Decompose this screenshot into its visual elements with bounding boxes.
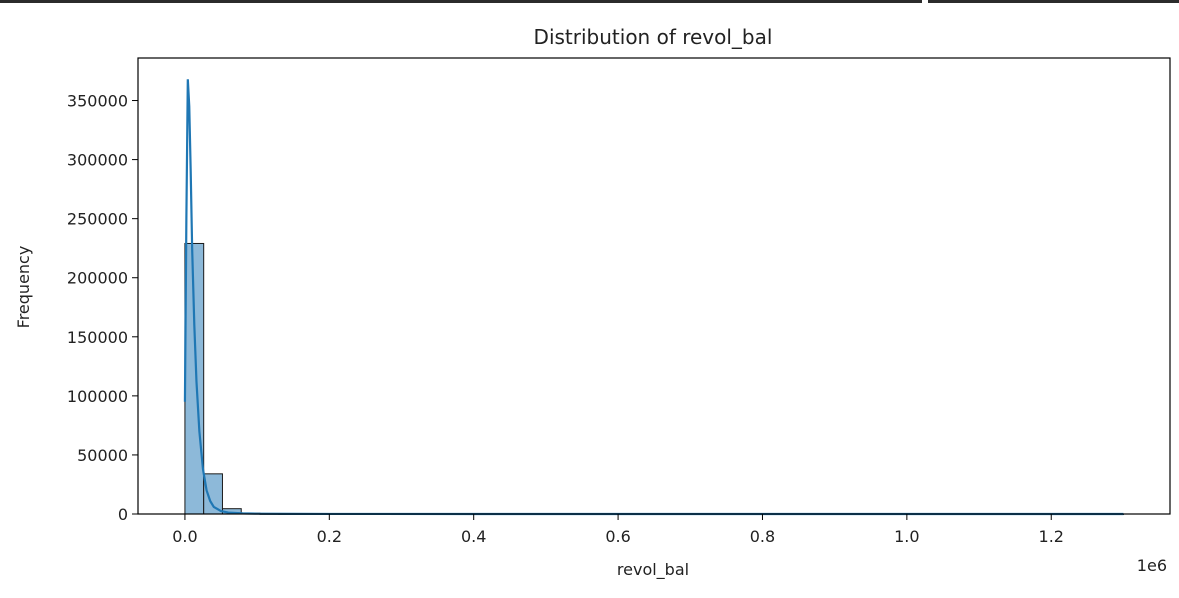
y-tick-label: 350000 (67, 92, 128, 111)
plot-frame (137, 57, 1171, 515)
x-axis-offset-text: 1e6 (1137, 556, 1167, 575)
histogram-bar (203, 473, 223, 515)
x-tick-label: 1.0 (894, 527, 919, 546)
y-tick-label: 200000 (67, 269, 128, 288)
x-tick-label: 0.6 (605, 527, 630, 546)
x-axis-label: revol_bal (617, 560, 689, 580)
x-axis-ticks: 0.0 0.2 0.4 0.6 0.8 1.0 1.2 (172, 514, 1064, 546)
x-tick-label: 0.4 (461, 527, 486, 546)
y-tick-label: 300000 (67, 151, 128, 170)
y-axis-label: Frequency (14, 246, 33, 329)
chart-title: Distribution of revol_bal (534, 25, 773, 49)
x-tick-label: 1.2 (1039, 527, 1064, 546)
y-tick-label: 150000 (67, 328, 128, 347)
y-tick-label: 100000 (67, 387, 128, 406)
histogram-bar (184, 242, 205, 515)
top-border-gap (922, 0, 928, 3)
x-tick-label: 0.0 (172, 527, 197, 546)
y-tick-label: 50000 (77, 446, 128, 465)
x-tick-label: 0.2 (317, 527, 342, 546)
y-tick-label: 0 (118, 505, 128, 524)
histogram-bars (184, 242, 1124, 515)
top-border-bar (0, 0, 1179, 3)
y-tick-label: 250000 (67, 210, 128, 229)
kde-curve (183, 79, 1124, 516)
x-tick-label: 0.8 (750, 527, 775, 546)
y-axis-ticks: 0 50000 100000 150000 200000 250000 300000 3500… (67, 92, 138, 524)
